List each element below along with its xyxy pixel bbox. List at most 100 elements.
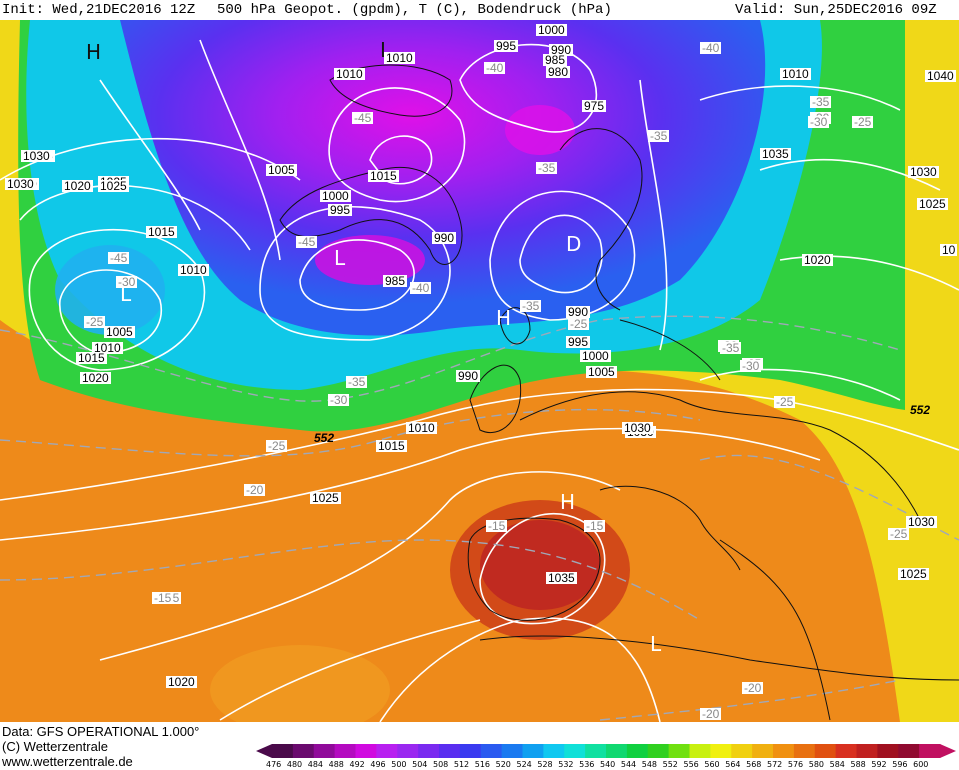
temperature-label: -30 <box>116 275 138 289</box>
pressure-label: 1000 <box>580 349 611 363</box>
pressure-label: 990 <box>549 43 574 57</box>
colorbar-swatch <box>292 744 315 758</box>
colorbar-label: 532 <box>558 760 574 769</box>
colorbar-label: 588 <box>850 760 866 769</box>
coastlines <box>279 64 959 721</box>
colorbar-swatch <box>272 744 294 758</box>
pressure-label: 1030 <box>5 177 36 191</box>
colorbar-label: 568 <box>746 760 762 769</box>
colorbar-swatch <box>626 744 649 758</box>
weather-map: H L L L D H H L 1000 995 990 985 980 975 1010 1… <box>0 20 959 722</box>
pressure-label: 990 <box>456 369 481 383</box>
west-low-core <box>55 245 165 335</box>
colorbar-swatch <box>856 744 878 758</box>
pressure-label: 1010 <box>178 263 209 277</box>
colorbar-swatch <box>501 744 523 758</box>
colorbar-swatch <box>334 744 356 758</box>
pressure-label: 1010 <box>780 67 811 81</box>
colorbar-label: 508 <box>433 760 449 769</box>
colorbar-label: 524 <box>516 760 532 769</box>
colorbar-label: 600 <box>913 760 929 769</box>
colorbar-label: 484 <box>307 760 324 769</box>
colorbar-label: 548 <box>641 760 658 769</box>
colorbar-label: 544 <box>620 760 637 769</box>
east-yellow <box>905 20 959 722</box>
pressure-label: 1020 <box>80 371 111 385</box>
temperature-label: -20 <box>742 681 764 695</box>
pressure-label: 1005 <box>104 325 135 339</box>
pressure-label: 1010 <box>334 67 365 81</box>
pressure-label: 1015 <box>368 169 399 183</box>
colorbar-swatch <box>313 744 336 758</box>
sw-patch <box>210 645 390 722</box>
colorbar-label: 540 <box>600 760 616 769</box>
ridge-core-inner <box>480 520 600 610</box>
temperature-label: -30 <box>740 359 762 373</box>
pressure-label: 985 <box>543 53 568 67</box>
colorbar-label: 516 <box>474 760 491 769</box>
data-source: Data: GFS OPERATIONAL 1.000° <box>2 724 200 739</box>
pressure-label: 1015 <box>146 225 177 239</box>
colorbar-swatch <box>585 744 607 758</box>
colorbar-label: 536 <box>579 760 595 769</box>
pressure-label: 1010 <box>92 341 123 355</box>
colorbar-label: 576 <box>787 760 804 769</box>
temperature-label: -45 <box>296 235 318 249</box>
temperature-label: -35 <box>648 129 670 143</box>
pressure-label: 1030 <box>908 165 939 179</box>
pressure-label: 1035 <box>546 571 577 585</box>
temperature-label: -25 <box>84 315 106 329</box>
map-title: 500 hPa Geopot. (gpdm), T (C), Bodendruc… <box>217 2 612 18</box>
colorbar-label: 504 <box>412 760 428 769</box>
pressure-label: 975 <box>582 99 607 113</box>
pressure-label: 1040 <box>925 69 956 83</box>
colorbar-swatch <box>606 744 628 758</box>
colorbar-label: 592 <box>871 760 887 769</box>
pressure-label: 995 <box>566 335 591 349</box>
colorbar-label: 496 <box>370 760 386 769</box>
temperature-label: -25 <box>852 115 874 129</box>
colorbar-swatch <box>919 744 941 758</box>
colorbar-swatch <box>522 744 544 758</box>
colorbar-label: 584 <box>829 760 845 769</box>
colorbar-swatch <box>835 744 857 758</box>
pressure-label: 1000 <box>536 23 567 37</box>
pressure-label: 1030 <box>21 149 52 163</box>
colorbar-label: 476 <box>266 760 282 769</box>
temperature-label: -40 <box>410 281 432 295</box>
pressure-label: 1020 <box>166 675 197 689</box>
colorbar-label: 528 <box>537 760 553 769</box>
temperature-label: -30 <box>808 115 830 129</box>
colorbar-label: 564 <box>725 760 741 769</box>
colorbar-swatch <box>418 744 440 758</box>
colorbar-label: 500 <box>391 760 407 769</box>
pressure-label: 985 <box>383 274 408 288</box>
colorbar-swatch <box>710 744 732 758</box>
pressure-label: 990 <box>566 305 591 319</box>
height-contour-label: 552 <box>314 431 335 445</box>
temperature-label: -35 <box>810 95 832 109</box>
colorbar-swatch <box>647 744 670 758</box>
colorbar-label: 580 <box>808 760 825 769</box>
colorbar-swatch <box>752 744 774 758</box>
temperature-label: -45 <box>352 111 374 125</box>
colorbar-label: 572 <box>767 760 783 769</box>
colorbar-swatch <box>439 744 461 758</box>
temperature-label: -25 <box>266 439 288 453</box>
pressure-label: 1000 <box>320 189 351 203</box>
temperature-label: -25 <box>888 527 910 541</box>
temperature-label: -25 <box>774 395 796 409</box>
pressure-label: 1015 <box>376 439 407 453</box>
pressure-label: 1030 <box>622 421 653 435</box>
temperature-label: -30 <box>328 393 350 407</box>
pressure-label: 1025 <box>98 179 129 193</box>
colorbar-arrow-left <box>256 744 272 758</box>
colorbar-label: 596 <box>892 760 908 769</box>
temperature-label: -15 <box>152 591 174 605</box>
temperature-label: -15 <box>486 519 508 533</box>
isotherms <box>0 315 959 721</box>
pressure-label: 1010 <box>406 421 437 435</box>
colorbar-swatch <box>793 744 816 758</box>
colorbar-swatch <box>668 744 690 758</box>
pressure-label: 10 <box>940 243 958 257</box>
